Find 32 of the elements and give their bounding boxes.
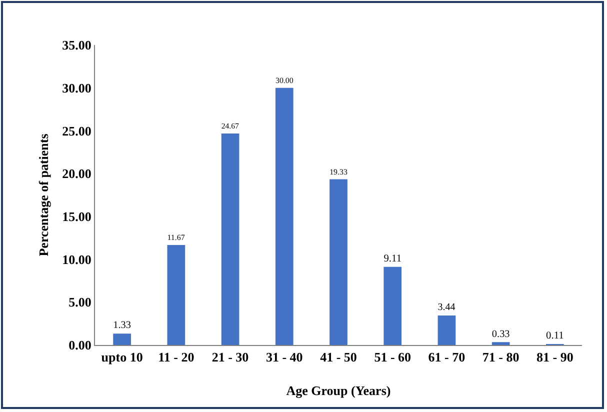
- y-tick-label: 20.00: [62, 166, 92, 182]
- bar: [221, 134, 240, 345]
- y-tick-label: 10.00: [62, 252, 92, 267]
- x-tick-label: 51 - 60: [374, 350, 412, 365]
- y-axis-title: Percentage of patients: [36, 134, 52, 256]
- bar: [330, 179, 348, 345]
- x-axis-title: Age Group (Years): [286, 383, 391, 398]
- x-tick-label: upto 10: [101, 350, 143, 365]
- y-tick-label: 5.00: [68, 294, 92, 310]
- bar: [275, 88, 294, 345]
- bar: [438, 316, 456, 345]
- y-tick-label: 0.00: [68, 338, 92, 353]
- y-tick-label: 15.00: [62, 208, 92, 224]
- x-tick-label: 21 - 30: [212, 350, 249, 365]
- data-label: 3.44: [438, 302, 456, 314]
- data-label: 0.33: [492, 328, 510, 340]
- bar: [384, 266, 402, 345]
- y-tick-label: 30.00: [62, 80, 92, 96]
- x-tick-label: 41 - 50: [320, 350, 357, 365]
- data-label: 9.11: [384, 254, 402, 265]
- data-label: 0.11: [546, 330, 564, 342]
- y-tick-label: 35.00: [62, 38, 92, 53]
- x-tick-label: 61 - 70: [428, 350, 466, 365]
- y-tick-label: 25.00: [62, 123, 92, 138]
- data-label: 1.33: [113, 320, 131, 332]
- bar: [167, 244, 186, 345]
- bar: [492, 342, 510, 345]
- x-tick-label: 31 - 40: [266, 350, 303, 365]
- x-tick-label: 11 - 20: [158, 350, 194, 365]
- x-tick-label: 71 - 80: [482, 350, 520, 365]
- x-tick-label: 81 - 90: [536, 350, 574, 365]
- bar: [113, 334, 131, 345]
